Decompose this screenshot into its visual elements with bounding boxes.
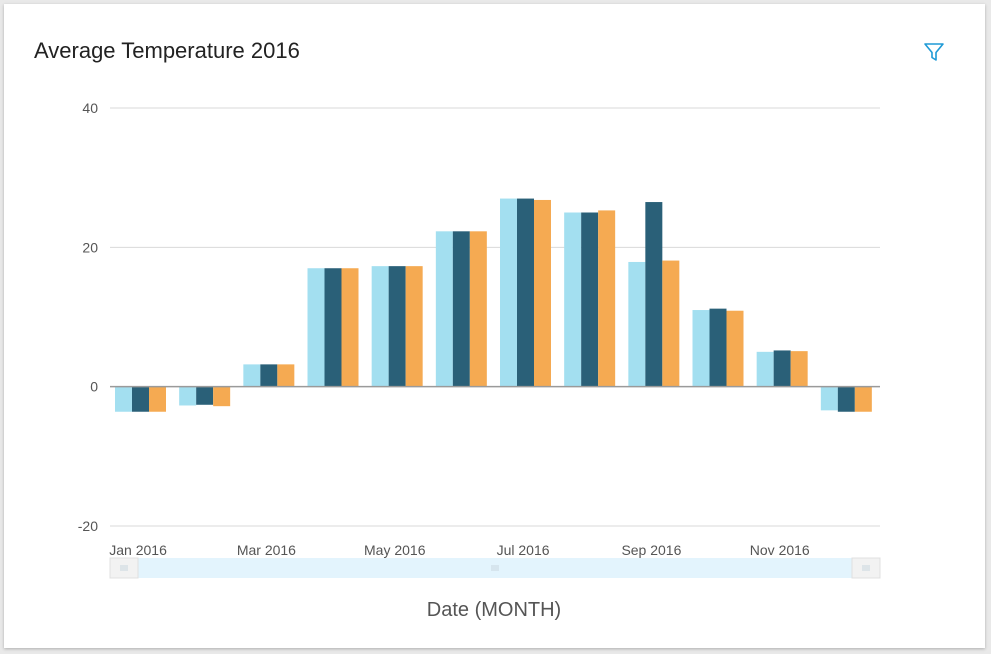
bars (115, 198, 872, 412)
x-tick-label: Nov 2016 (750, 542, 810, 558)
slider-grip-icon[interactable] (862, 565, 870, 571)
slider-grip-icon[interactable] (120, 565, 128, 571)
bar-oct-2016-s1[interactable] (692, 310, 710, 387)
y-tick-label: 0 (90, 379, 98, 395)
bar-jan-2016-s3[interactable] (149, 386, 166, 412)
bar-may-2016-s1[interactable] (371, 266, 389, 387)
bar-sep-2016-s2[interactable] (645, 202, 663, 387)
bar-feb-2016-s2[interactable] (196, 386, 214, 405)
bar-nov-2016-s3[interactable] (790, 351, 808, 387)
x-tick-label: Jul 2016 (497, 542, 550, 558)
bar-jun-2016-s3[interactable] (469, 231, 487, 387)
bar-may-2016-s2[interactable] (388, 266, 406, 387)
bar-sep-2016-s1[interactable] (628, 261, 646, 387)
bar-apr-2016-s2[interactable] (324, 268, 342, 387)
slider-grip-icon[interactable] (491, 565, 499, 571)
bar-jan-2016-s2[interactable] (132, 386, 149, 412)
x-axis-title: Date (MONTH) (427, 599, 561, 621)
filter-icon[interactable] (922, 40, 946, 64)
bar-mar-2016-s3[interactable] (277, 364, 295, 387)
bar-dec-2016-s1[interactable] (820, 386, 838, 411)
bar-nov-2016-s1[interactable] (756, 351, 774, 387)
chart-card: Average Temperature 2016 (4, 4, 985, 648)
bar-feb-2016-s3[interactable] (213, 386, 231, 407)
bar-oct-2016-s2[interactable] (709, 308, 727, 387)
bar-aug-2016-s3[interactable] (598, 210, 616, 387)
bar-dec-2016-s3[interactable] (854, 386, 872, 412)
x-tick-label: Mar 2016 (237, 542, 296, 558)
bar-jan-2016-s1[interactable] (115, 386, 132, 412)
x-tick-label: Jan 2016 (109, 542, 167, 558)
x-tick-label: Sep 2016 (621, 542, 681, 558)
bar-sep-2016-s3[interactable] (662, 260, 680, 387)
bar-jul-2016-s3[interactable] (534, 199, 551, 387)
y-tick-label: -20 (78, 518, 98, 534)
bar-aug-2016-s1[interactable] (564, 212, 582, 387)
x-tick-label: May 2016 (364, 542, 426, 558)
range-slider[interactable] (109, 557, 881, 579)
bar-jul-2016-s2[interactable] (517, 198, 534, 387)
chart-title: Average Temperature 2016 (34, 38, 300, 63)
bar-jun-2016-s1[interactable] (435, 231, 453, 387)
bar-dec-2016-s2[interactable] (837, 386, 855, 412)
bar-mar-2016-s2[interactable] (260, 364, 278, 387)
bar-apr-2016-s3[interactable] (341, 268, 359, 387)
bar-mar-2016-s1[interactable] (243, 364, 261, 387)
bar-aug-2016-s2[interactable] (581, 212, 599, 387)
axes: -20 0 20 40 Jan 2016 Mar 2016 May 2016 Jul 2016… (78, 100, 880, 558)
bar-jul-2016-s1[interactable] (500, 198, 517, 387)
bar-feb-2016-s1[interactable] (179, 386, 197, 406)
bar-apr-2016-s1[interactable] (307, 268, 325, 387)
bar-may-2016-s3[interactable] (405, 266, 423, 387)
gridlines (110, 107, 880, 527)
y-tick-label: 20 (82, 239, 98, 255)
bar-nov-2016-s2[interactable] (773, 350, 791, 387)
bar-jun-2016-s2[interactable] (452, 231, 470, 387)
y-tick-label: 40 (82, 100, 98, 116)
bar-oct-2016-s3[interactable] (726, 310, 744, 387)
